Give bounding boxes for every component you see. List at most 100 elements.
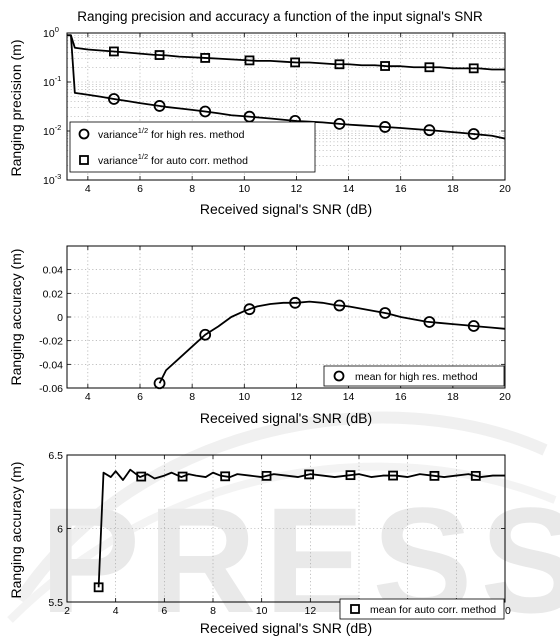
data-point-high-res	[153, 100, 166, 112]
y-tick-label: 5.5	[48, 597, 63, 609]
chart-title: Ranging precision and accuracy a functio…	[77, 9, 483, 24]
x-tick-label: 12	[291, 391, 303, 403]
grid	[67, 246, 505, 388]
x-tick-label: 20	[499, 183, 511, 195]
x-tick-label: 20	[499, 605, 511, 617]
x-tick-label: 14	[343, 391, 355, 403]
y-tick-label: 0.04	[43, 265, 64, 277]
legend-label-auto-corr: variance1/2 for auto corr. method	[98, 152, 248, 167]
x-tick-label: 14	[343, 183, 355, 195]
y-tick-label: 0.02	[43, 288, 64, 300]
data-point-high-res	[289, 296, 302, 309]
data-point-high-res	[243, 303, 256, 316]
data-point-high-res	[333, 117, 346, 130]
y-tick-label: -0.06	[39, 383, 63, 395]
data-point-auto-corr	[388, 470, 398, 481]
x-tick-label: 4	[85, 183, 91, 195]
y-tick-label: 100	[43, 25, 59, 40]
x-tick-label: 20	[499, 391, 511, 403]
legend: mean for auto corr. method	[339, 598, 505, 620]
grid	[67, 455, 505, 602]
legend-marker-square	[350, 604, 360, 614]
legend-label: mean for high res. method	[355, 371, 478, 383]
plot-frame	[66, 32, 506, 181]
x-tick-label: 12	[291, 183, 303, 195]
xlabel-accuracy-high-res: Received signal's SNR (dB)	[200, 410, 372, 426]
x-tick-label: 8	[189, 391, 195, 403]
data-point-auto-corr	[468, 63, 479, 74]
legend-label-high-res: variance1/2 for high res. method	[98, 126, 245, 141]
data-point-auto-corr	[380, 61, 390, 71]
y-tick-label: 0	[57, 312, 63, 324]
x-tick-label: 6	[137, 183, 143, 195]
x-tick-label: 2	[64, 605, 70, 617]
y-tick-label: -0.02	[39, 336, 63, 348]
y-tick-label: 6	[57, 524, 63, 536]
x-tick-label: 18	[447, 391, 459, 403]
x-tick-label: 10	[256, 605, 268, 617]
data-point-high-res	[199, 328, 212, 341]
data-point-auto-corr	[109, 46, 119, 57]
data-point-high-res	[423, 316, 436, 328]
y-tick-label: 6.5	[48, 450, 63, 462]
x-tick-label: 4	[85, 391, 91, 403]
data-point-high-res	[108, 93, 120, 105]
xlabel-accuracy-auto-corr: Received signal's SNR (dB)	[200, 620, 372, 636]
data-point-auto-corr	[177, 471, 188, 482]
data-point-auto-corr	[424, 62, 435, 73]
legend-marker-circle	[78, 128, 90, 140]
panel-accuracy-auto-corr: Ranging accuracy (m) Received signal's S…	[8, 450, 511, 636]
y-tick-label: 10-3	[43, 172, 61, 187]
data-point-high-res	[467, 128, 480, 140]
data-point-auto-corr	[345, 470, 356, 481]
data-point-high-res	[199, 105, 212, 118]
data-point-auto-corr	[220, 471, 231, 482]
data-point-auto-corr	[93, 582, 104, 593]
x-tick-label: 6	[161, 605, 167, 617]
legend: mean for high res. method	[323, 365, 505, 387]
series-line-high-res	[158, 300, 505, 384]
x-tick-label: 16	[395, 391, 407, 403]
x-tick-label: 18	[447, 183, 459, 195]
x-tick-label: 16	[395, 183, 407, 195]
data-point-high-res	[379, 121, 391, 133]
y-tick-label: 10-1	[43, 74, 61, 89]
legend-box	[323, 365, 505, 387]
data-point-high-res	[153, 377, 166, 390]
ylabel-accuracy-auto-corr: Ranging accuracy (m)	[8, 462, 24, 599]
x-tick-label: 8	[210, 605, 216, 617]
panel-precision: Ranging precision (m) Received signal's …	[8, 25, 511, 217]
legend-marker-square	[79, 155, 89, 165]
data-point-high-res	[467, 320, 480, 332]
data-point-auto-corr	[200, 53, 211, 63]
y-tick-label: -0.04	[39, 359, 63, 371]
x-tick-label: 4	[113, 605, 119, 617]
data-point-high-res	[423, 124, 436, 137]
data-point-auto-corr	[244, 55, 255, 66]
ylabel-accuracy-high-res: Ranging accuracy (m)	[8, 249, 24, 386]
data-point-auto-corr	[136, 471, 147, 482]
xlabel-precision: Received signal's SNR (dB)	[200, 201, 372, 217]
data-point-high-res	[333, 299, 346, 312]
legend-label: mean for auto corr. method	[370, 604, 496, 616]
data-point-auto-corr	[334, 59, 345, 70]
data-point-auto-corr	[290, 57, 301, 68]
data-point-auto-corr	[261, 470, 272, 481]
x-tick-label: 8	[189, 183, 195, 195]
ylabel-precision: Ranging precision (m)	[8, 40, 24, 177]
data-point-high-res	[379, 307, 391, 319]
panel-accuracy-high-res: Ranging accuracy (m) Received signal's S…	[8, 245, 511, 426]
data-point-auto-corr	[429, 470, 440, 481]
data-point-auto-corr	[470, 470, 481, 481]
data-point-auto-corr	[304, 469, 315, 480]
x-tick-label: 10	[238, 391, 250, 403]
x-tick-label: 12	[304, 605, 316, 617]
series-line-auto-corr	[67, 34, 505, 71]
y-tick-label: 10-2	[43, 123, 61, 138]
legend: variance1/2 for high res. method varianc…	[69, 121, 316, 173]
data-point-auto-corr	[154, 50, 165, 60]
x-tick-label: 10	[238, 183, 250, 195]
series-line-high-res	[67, 34, 505, 140]
legend-box	[339, 598, 505, 620]
